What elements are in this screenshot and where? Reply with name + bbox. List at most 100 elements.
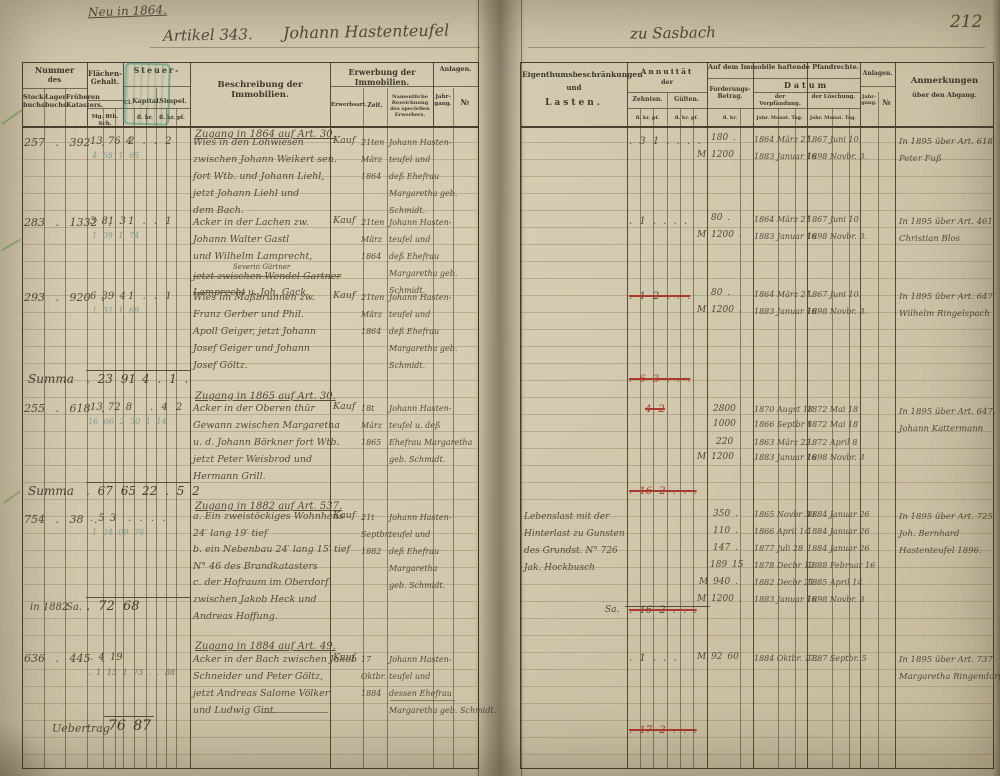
acquirer-line: deß Ehefrau xyxy=(389,172,440,181)
col-eigenthum-und: und xyxy=(566,83,582,92)
desc-line: zwischen Johann Weikert sen. xyxy=(193,154,337,165)
pfand-amount: 147 . xyxy=(713,543,738,553)
area-values: 13 76 4 xyxy=(90,136,133,147)
pfand-amount: M 1200 . xyxy=(697,150,742,160)
pfand-date-cancelled: 1885 April 14 xyxy=(807,578,863,587)
header-rule xyxy=(860,86,895,87)
pfand-date-cancelled: 1872 Mai 18 xyxy=(807,405,859,414)
ink-flourish xyxy=(390,700,455,701)
desc-line: b. ein Nebenbau 24′ lang 15′ tief xyxy=(193,544,351,556)
acquirer-line: Margaretha geb. Schmidt. xyxy=(389,706,497,715)
header-rule xyxy=(87,100,123,101)
lasten-line: Jak. Hockbusch xyxy=(524,563,595,573)
pencil-mark xyxy=(1,109,23,125)
summa-tax: 4 . 1 . xyxy=(142,372,189,386)
pfand-date-registered: 1866 April 14 xyxy=(754,527,810,536)
pfand-amount: 180 . xyxy=(711,133,736,143)
col-jahrgang-left: Jahr- gang. xyxy=(434,94,452,107)
desc-line: und Ludwig Gint. xyxy=(193,705,277,716)
desc-line: Acker in der Bach zwischen Jakob xyxy=(193,654,357,665)
desc-line: Andreas Hoffung. xyxy=(193,610,278,622)
struck-desc-line: jetzt zwischen Wendel Gartner xyxy=(193,271,341,282)
desc-line: jetzt Peter Weisbrod und xyxy=(193,454,313,465)
pfand-date-registered: 1883 Januar 16 xyxy=(754,152,817,161)
desc-line: Schneider und Peter Göltz, xyxy=(193,671,324,682)
acquirer-line: teufel u. deß xyxy=(389,421,441,430)
desc-line: Gewann zwischen Margaretha xyxy=(193,420,340,431)
date-line: 1882 xyxy=(361,547,382,556)
sum-rule xyxy=(86,370,190,371)
summa-tax: 22 . 5 2 xyxy=(142,484,200,498)
annotation-line: In 1895 über Art. 461 xyxy=(899,217,993,227)
col-zeit: Zeit. xyxy=(367,102,383,109)
acquisition-type: Kauf xyxy=(333,215,356,226)
column-rules-left-units xyxy=(22,108,479,127)
pfand-amount: 80 . xyxy=(711,288,731,298)
col-erwerbung: Erwerbung der Immobilien. xyxy=(348,67,416,87)
col-lagerbuchs: Lager- buchs. xyxy=(45,93,69,109)
page-edge xyxy=(478,0,479,776)
pfand-amount: M 1200 . xyxy=(697,594,742,604)
desc-line: Josef Göltz. xyxy=(193,360,248,371)
desc-line: Johann Walter Gastl xyxy=(193,234,290,245)
pfand-amount: 189 15 xyxy=(710,560,744,570)
summa-area: . 23 91 . xyxy=(86,372,148,386)
header-bottom-rule-left xyxy=(22,126,479,128)
tax-values: 2 . . 2 xyxy=(128,136,172,147)
date-line: März xyxy=(361,310,382,319)
col-betrag-units: fl. kr. xyxy=(722,115,738,121)
summa-area: . 67 65 . xyxy=(86,484,148,498)
sum-rule xyxy=(625,606,710,607)
pfand-date-cancelled: 1884 Januar 26 xyxy=(807,510,870,519)
pfand-date-registered: 1866 Septbr 8 xyxy=(754,420,813,429)
annotation-line: Christian Blos xyxy=(899,234,960,244)
acquirer-line: Johann Hasten- xyxy=(389,138,452,147)
book-binding xyxy=(474,0,526,776)
sum-rule xyxy=(86,597,190,598)
header-rule xyxy=(87,108,190,109)
column-rules-right-units xyxy=(520,108,994,127)
date-line: 1864 xyxy=(361,172,382,181)
pfand-date-registered: 1878 Decbr 12 xyxy=(754,561,815,570)
tax-conversion-pencil: 1 24 09 76 xyxy=(92,528,145,537)
annuity-carryover-struck: . 17 2 . . . xyxy=(629,725,697,736)
acquirer-line: teufel und xyxy=(389,672,431,681)
header-rule xyxy=(22,88,87,89)
header-rule xyxy=(627,92,707,93)
col-anlagen-right: Anlagen. xyxy=(862,70,893,77)
annotation-line: Margaretha Ringendorf xyxy=(899,672,1000,682)
pfand-date-cancelled: 1872 Mai 18 xyxy=(807,420,859,429)
pfand-date-registered: 1870 Augst 18 xyxy=(754,405,813,414)
tax-conversion-pencil: 16 06 2 30 1 14 xyxy=(88,417,167,426)
pfand-amount: 110 . xyxy=(713,526,738,536)
col-pfandrechte: Auf dem Immobile haftende Pfandrechte. xyxy=(707,63,859,71)
acquisition-date: 17 Oktbr. 1884 xyxy=(361,651,386,702)
col-guelten-units: fl. kr. pf. xyxy=(674,115,699,121)
abgang-annotation: In 1895 über Art. 618 Peter Fuß xyxy=(899,134,993,168)
desc-line: dem Bach. xyxy=(193,205,244,216)
parcel-numbers: 283 . 1332 . xyxy=(24,216,112,229)
section-heading-1865: Zugang in 1865 auf Art. 30. xyxy=(195,391,336,402)
col-stockbuchs: Stock- buchs. xyxy=(23,93,47,109)
pfand-amount: 2800 xyxy=(713,404,736,414)
col-anmerkungen: Anmerkungen xyxy=(910,76,979,86)
acquirer-line: Margaretha geb. xyxy=(389,189,458,198)
entry-293-description: Wies im Maßbrunnen zw. Franz Gerber und … xyxy=(193,289,316,374)
acquisition-type: Kauf xyxy=(333,401,356,412)
pfand-date-registered: 1884 Oktbr. 17. xyxy=(754,654,818,663)
pfand-amount: M 1200 . xyxy=(697,230,742,240)
col-simpel-units: fl. kr. pf. xyxy=(159,115,185,121)
pfand-amount: M 1200 . xyxy=(697,452,742,462)
acquirer-line: Margaretha xyxy=(389,564,438,573)
acquirer-line: dessen Ehefrau xyxy=(389,689,452,698)
pfand-date-registered: 1883 Januar 16 xyxy=(754,232,817,241)
col-kapital-units: fl. kr. xyxy=(132,115,158,122)
entry-283-description: Acker in der Lachen zw. Johann Walter Ga… xyxy=(193,214,312,265)
owner-name: Johann Hastenteufel xyxy=(282,20,450,43)
desc-line: Acker in der Oberen thür xyxy=(193,403,315,414)
pfand-date-cancelled: 1867 Juni 10. xyxy=(807,290,862,299)
desc-line: 24′ lang 19′ tief xyxy=(193,527,268,539)
pfand-date-cancelled: 1872 April 8 xyxy=(807,438,858,447)
col-eigenthum: Eigenthumsbeschränkungen xyxy=(522,70,643,79)
acquirer-line: deß Ehefrau xyxy=(389,327,440,336)
